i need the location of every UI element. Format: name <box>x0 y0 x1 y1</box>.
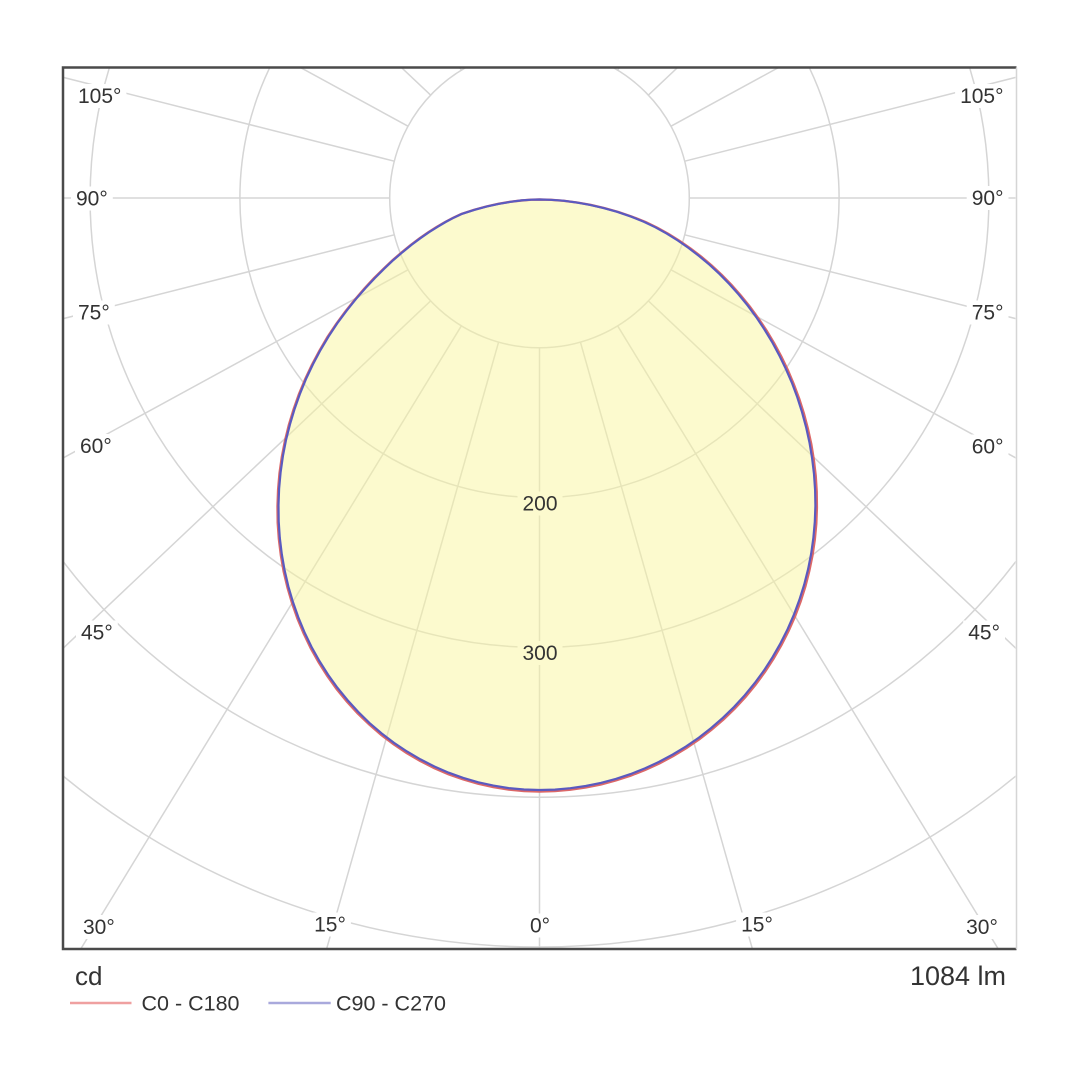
svg-text:75°: 75° <box>78 302 110 325</box>
svg-text:cd: cd <box>75 961 102 991</box>
svg-text:30°: 30° <box>83 916 115 939</box>
svg-text:60°: 60° <box>80 435 112 458</box>
svg-text:105°: 105° <box>78 85 121 108</box>
svg-text:200: 200 <box>522 493 557 516</box>
svg-text:C0 - C180: C0 - C180 <box>142 992 240 1016</box>
svg-text:75°: 75° <box>972 302 1004 325</box>
svg-text:45°: 45° <box>968 622 1000 645</box>
svg-text:45°: 45° <box>81 622 113 645</box>
svg-text:1084 lm: 1084 lm <box>910 961 1006 991</box>
svg-text:90°: 90° <box>972 187 1004 210</box>
svg-text:15°: 15° <box>741 914 773 937</box>
svg-text:30°: 30° <box>966 916 998 939</box>
svg-text:90°: 90° <box>76 188 108 211</box>
svg-text:C90 - C270: C90 - C270 <box>336 992 446 1016</box>
svg-text:60°: 60° <box>972 436 1004 459</box>
svg-text:0°: 0° <box>530 915 550 938</box>
svg-text:300: 300 <box>522 642 557 665</box>
svg-text:105°: 105° <box>960 85 1003 108</box>
svg-text:15°: 15° <box>314 914 346 937</box>
